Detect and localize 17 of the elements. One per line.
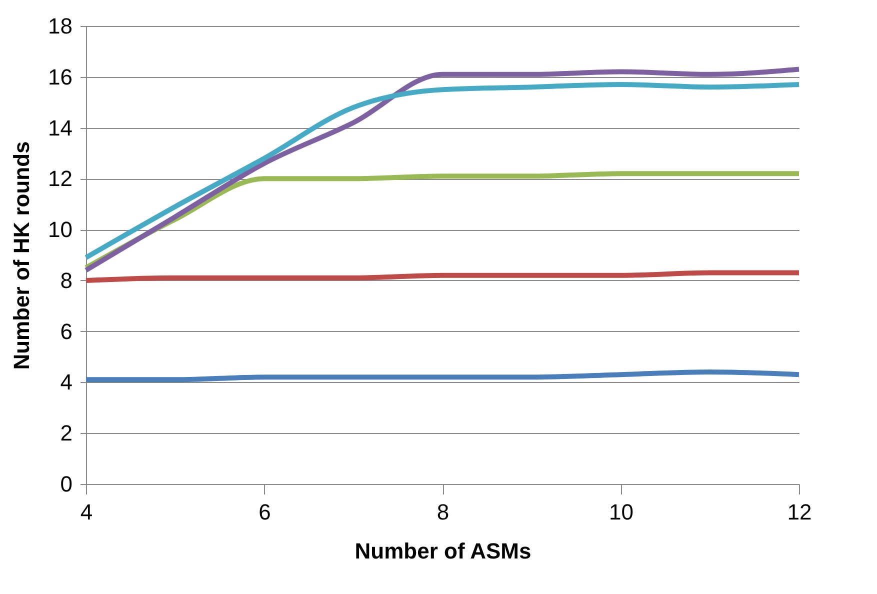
y-axis-title: Number of HK rounds	[9, 141, 34, 370]
x-tick-label: 6	[258, 500, 271, 524]
x-tick-label: 10	[609, 500, 634, 524]
y-tick-label: 18	[48, 14, 72, 38]
y-tick-label: 0	[60, 472, 72, 496]
y-tick-label: 10	[48, 217, 72, 242]
x-tick-label: 4	[80, 500, 93, 524]
y-tick-label: 12	[48, 166, 72, 192]
y-tick-label: 6	[60, 318, 72, 344]
y-tick-label: 16	[48, 64, 72, 90]
x-tick-label: 12	[787, 500, 812, 524]
y-tick-label: 14	[48, 115, 72, 140]
y-tick-label: 4	[60, 370, 72, 395]
x-axis-title: Number of ASMs	[354, 538, 532, 564]
y-tick-label: 2	[60, 420, 72, 446]
x-tick-label: 8	[436, 500, 450, 524]
y-tick-label: 8	[60, 268, 72, 293]
